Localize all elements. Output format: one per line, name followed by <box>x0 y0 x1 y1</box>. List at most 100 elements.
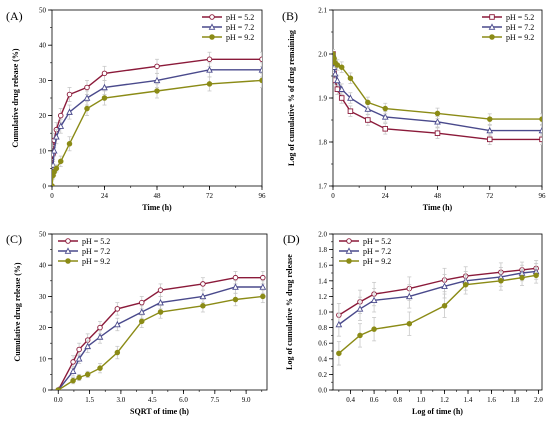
x-tick-label: 48 <box>434 192 442 200</box>
data-point <box>347 108 354 114</box>
legend-label: pH = 9.2 <box>226 33 254 42</box>
legend-label: pH = 5.2 <box>226 13 254 22</box>
y-tick-label: 0 <box>43 183 47 191</box>
legend-label: pH = 7.2 <box>226 23 254 32</box>
data-point <box>346 238 352 244</box>
x-tick-label: 24 <box>382 192 390 200</box>
data-point <box>334 62 341 68</box>
x-tick-label: 96 <box>539 192 547 200</box>
data-point <box>114 349 121 356</box>
data-point <box>487 136 493 143</box>
data-point <box>232 296 239 303</box>
data-point <box>338 85 346 92</box>
x-tick-label: 1.8 <box>511 396 520 404</box>
legend-label: pH = 9.2 <box>363 257 391 266</box>
data-point <box>69 367 77 375</box>
y-axis-title: Log of cumulative % of drug remaining <box>287 30 296 166</box>
data-point <box>70 359 76 365</box>
data-point <box>101 83 108 91</box>
y-tick-label: 20 <box>39 112 47 120</box>
data-point <box>208 23 216 30</box>
legend: pH = 5.2pH = 7.2pH = 9.2 <box>339 237 391 266</box>
x-tick-label: 72 <box>206 192 214 200</box>
y-tick-label: 1.9 <box>318 95 327 103</box>
panel-label: (D) <box>283 232 300 246</box>
data-point <box>260 293 266 300</box>
legend-label: pH = 7.2 <box>506 23 534 32</box>
data-point <box>96 333 104 340</box>
data-point <box>83 94 91 101</box>
data-point <box>259 77 262 84</box>
data-point <box>538 126 542 134</box>
data-point <box>371 326 377 332</box>
x-tick-label: 1.5 <box>85 396 94 404</box>
y-tick-label: 10 <box>39 355 47 363</box>
data-point <box>114 306 121 312</box>
data-point <box>55 387 62 390</box>
data-point <box>57 122 65 129</box>
legend-label: pH = 9.2 <box>506 33 534 42</box>
chart-panel-4: (D) 0.4 0.6 0.8 1.0 1.2 1.4 1.6 1.8 2.0 0.0 0.2 0.4 0… <box>283 231 543 417</box>
series-1 <box>336 260 539 328</box>
y-tick-label: 1.7 <box>318 183 327 191</box>
data-point <box>113 320 121 328</box>
x-tick-label: 1.4 <box>464 396 473 404</box>
y-tick-label: 1.4 <box>318 277 327 285</box>
legend-label: pH = 7.2 <box>82 247 110 256</box>
data-point <box>206 81 213 87</box>
data-point <box>405 292 413 300</box>
data-point <box>76 346 82 353</box>
data-point <box>539 136 542 143</box>
y-tick-label: 0.2 <box>318 371 327 379</box>
x-tick-label: 0.4 <box>346 396 355 404</box>
y-tick-label: 30 <box>39 77 47 85</box>
data-point <box>52 183 55 186</box>
x-tick-label: 0.0 <box>54 396 63 404</box>
data-point <box>434 130 441 136</box>
chart-panel-3: (C) 0.0 1.5 3.0 4.5 6.0 7.5 9.0 0 10 20 30 40 50 SQRT … <box>6 231 268 416</box>
data-point <box>65 258 71 264</box>
x-tick-label: 0 <box>50 192 54 200</box>
panel-label: (A) <box>6 9 23 23</box>
data-point <box>101 70 108 77</box>
x-tick-label: 1.0 <box>417 396 426 404</box>
data-point <box>333 70 339 77</box>
series-3 <box>55 289 266 390</box>
legend-label: pH = 7.2 <box>363 247 391 256</box>
y-tick-label: 1.0 <box>318 309 327 317</box>
data-point <box>66 108 73 115</box>
data-point <box>365 99 371 106</box>
data-point <box>347 94 354 101</box>
data-point <box>382 105 389 112</box>
y-tick-label: 0.6 <box>318 340 327 348</box>
y-tick-label: 1.2 <box>318 293 327 301</box>
y-tick-label: 2.0 <box>318 51 327 59</box>
x-tick-label: 24 <box>101 192 109 200</box>
data-point <box>58 112 64 119</box>
data-point <box>259 283 267 290</box>
y-tick-label: 10 <box>39 147 47 155</box>
y-tick-label: 50 <box>39 231 47 239</box>
x-tick-label: 48 <box>154 192 162 200</box>
y-tick-label: 0 <box>43 387 47 395</box>
data-point <box>381 113 389 120</box>
data-point <box>338 95 345 101</box>
data-point <box>346 258 352 264</box>
data-point <box>157 298 164 306</box>
data-point <box>53 165 60 172</box>
data-point <box>200 303 206 309</box>
y-axis-title: Cumulative drug release (%) <box>11 48 20 148</box>
data-point <box>533 272 539 279</box>
data-point <box>488 23 496 30</box>
data-point <box>364 105 372 112</box>
y-axis-title: Log of cumulative % drug release <box>285 254 294 370</box>
x-tick-label: 3.0 <box>117 396 126 404</box>
data-point <box>365 117 371 123</box>
data-point <box>76 374 82 381</box>
data-point <box>75 355 83 362</box>
data-point <box>154 63 160 70</box>
data-point <box>139 318 145 325</box>
data-point <box>434 110 441 117</box>
data-point <box>206 66 213 73</box>
